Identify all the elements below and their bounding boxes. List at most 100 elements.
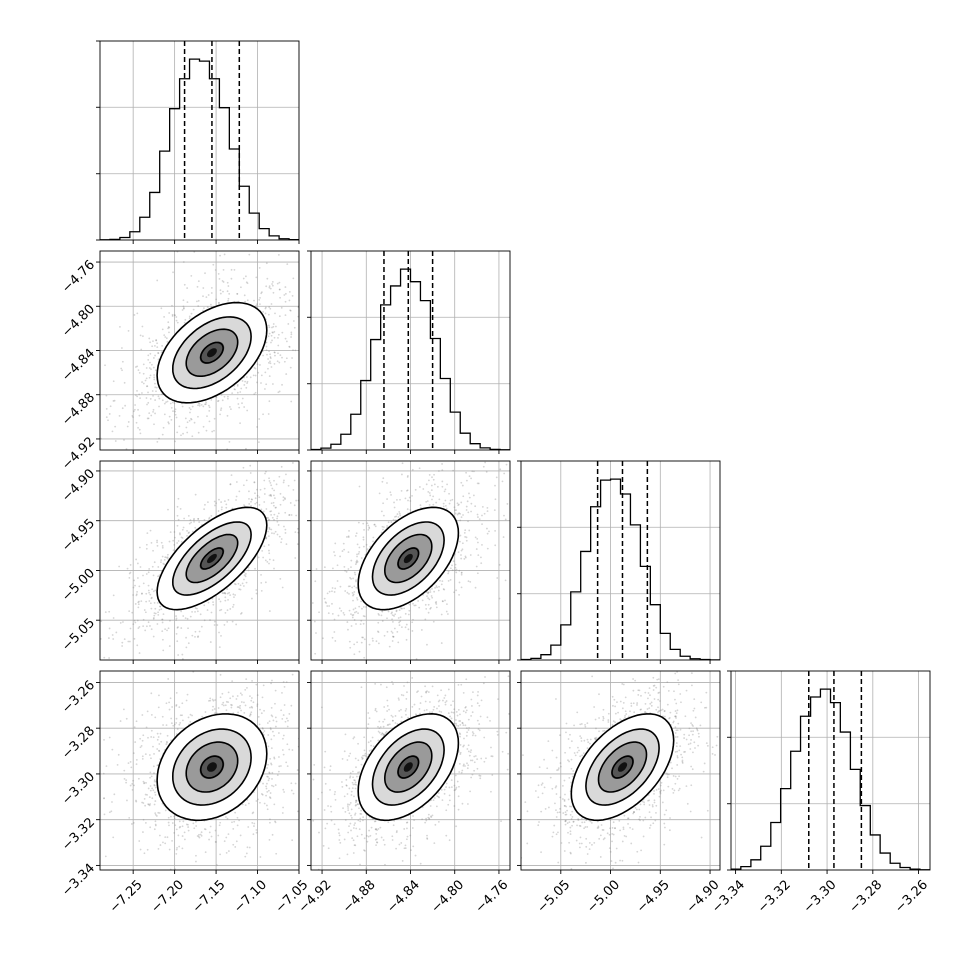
scatter-point bbox=[190, 417, 192, 420]
scatter-point bbox=[475, 548, 478, 550]
scatter-point bbox=[396, 630, 399, 633]
scatter-point bbox=[372, 536, 375, 539]
scatter-point bbox=[260, 374, 263, 377]
scatter-point bbox=[258, 298, 261, 301]
scatter-point bbox=[440, 583, 443, 586]
scatter-point bbox=[406, 489, 408, 492]
scatter-point bbox=[205, 401, 208, 404]
scatter-point bbox=[282, 496, 285, 499]
scatter-point bbox=[378, 614, 380, 616]
scatter-point bbox=[176, 524, 179, 527]
scatter-point bbox=[185, 823, 188, 826]
scatter-point bbox=[191, 714, 193, 717]
scatter-point bbox=[226, 620, 229, 623]
scatter-point bbox=[132, 416, 134, 419]
scatter-point bbox=[408, 603, 411, 606]
scatter-point bbox=[208, 406, 211, 409]
scatter-point bbox=[283, 479, 285, 482]
scatter-point bbox=[285, 340, 288, 343]
scatter-point bbox=[377, 612, 380, 615]
scatter-point bbox=[244, 575, 247, 578]
scatter-point bbox=[394, 613, 397, 616]
scatter-point bbox=[145, 367, 148, 369]
scatter-point bbox=[173, 531, 176, 533]
scatter-point bbox=[100, 437, 102, 440]
scatter-point bbox=[283, 497, 286, 500]
scatter-point bbox=[197, 404, 199, 407]
scatter-point bbox=[291, 294, 294, 297]
scatter-point bbox=[348, 593, 350, 595]
scatter-point bbox=[424, 667, 426, 669]
panel-frame bbox=[520, 460, 721, 661]
scatter-point bbox=[107, 637, 110, 639]
scatter-point bbox=[266, 561, 269, 563]
scatter-point bbox=[169, 697, 172, 700]
scatter-point bbox=[273, 489, 276, 492]
scatter-point bbox=[284, 528, 287, 531]
scatter-point bbox=[322, 637, 324, 640]
scatter-point bbox=[211, 709, 214, 711]
scatter-point bbox=[271, 284, 274, 287]
scatter-point bbox=[266, 790, 269, 793]
scatter-point bbox=[470, 502, 473, 505]
scatter-point bbox=[270, 303, 273, 305]
scatter-point bbox=[427, 490, 430, 493]
scatter-point bbox=[138, 585, 141, 588]
scatter-point bbox=[236, 397, 239, 400]
scatter-point bbox=[148, 600, 151, 602]
scatter-point bbox=[313, 244, 315, 246]
scatter-point bbox=[445, 610, 448, 613]
scatter-point bbox=[242, 277, 245, 280]
scatter-point bbox=[273, 532, 275, 535]
scatter-point bbox=[157, 395, 160, 398]
scatter-point bbox=[494, 544, 497, 547]
scatter-point bbox=[203, 619, 206, 622]
scatter-point bbox=[211, 597, 214, 600]
scatter-point bbox=[372, 540, 374, 543]
scatter-point bbox=[270, 514, 273, 516]
scatter-point bbox=[339, 585, 342, 588]
scatter-point bbox=[278, 732, 280, 734]
scatter-point bbox=[260, 430, 262, 432]
scatter-point bbox=[212, 263, 215, 266]
scatter-point bbox=[392, 635, 395, 638]
scatter-point bbox=[272, 559, 275, 562]
scatter-point bbox=[458, 503, 460, 506]
scatter-point bbox=[268, 610, 271, 612]
scatter-point bbox=[295, 514, 298, 517]
scatter-point bbox=[371, 637, 374, 640]
scatter-point bbox=[338, 308, 340, 310]
scatter-point bbox=[465, 505, 468, 508]
scatter-point bbox=[382, 477, 385, 480]
scatter-point bbox=[350, 625, 353, 627]
scatter-point bbox=[168, 312, 171, 314]
scatter-point bbox=[270, 334, 273, 337]
scatter-point bbox=[268, 494, 271, 497]
scatter-point bbox=[253, 481, 256, 484]
scatter-point bbox=[147, 358, 150, 361]
scatter-point bbox=[152, 357, 155, 359]
scatter-point bbox=[175, 704, 178, 707]
scatter-point bbox=[427, 611, 430, 614]
scatter-point bbox=[204, 403, 207, 406]
scatter-point bbox=[220, 634, 222, 637]
scatter-point bbox=[343, 548, 346, 551]
scatter-point bbox=[265, 383, 268, 386]
scatter-point bbox=[186, 421, 189, 424]
scatter-point bbox=[218, 631, 220, 634]
scatter-point bbox=[152, 549, 154, 552]
scatter-point bbox=[269, 481, 272, 484]
scatter-point bbox=[146, 625, 148, 628]
scatter-point bbox=[171, 304, 173, 307]
scatter-point bbox=[401, 462, 404, 465]
scatter-point bbox=[386, 525, 389, 527]
scatter-point bbox=[232, 593, 235, 596]
scatter-point bbox=[258, 504, 261, 506]
scatter-point bbox=[152, 574, 155, 577]
scatter-point bbox=[142, 382, 145, 385]
scatter-point bbox=[202, 425, 205, 428]
scatter-point bbox=[366, 548, 369, 551]
scatter-point bbox=[150, 775, 153, 778]
scatter-point bbox=[396, 513, 399, 515]
scatter-point bbox=[141, 755, 144, 758]
